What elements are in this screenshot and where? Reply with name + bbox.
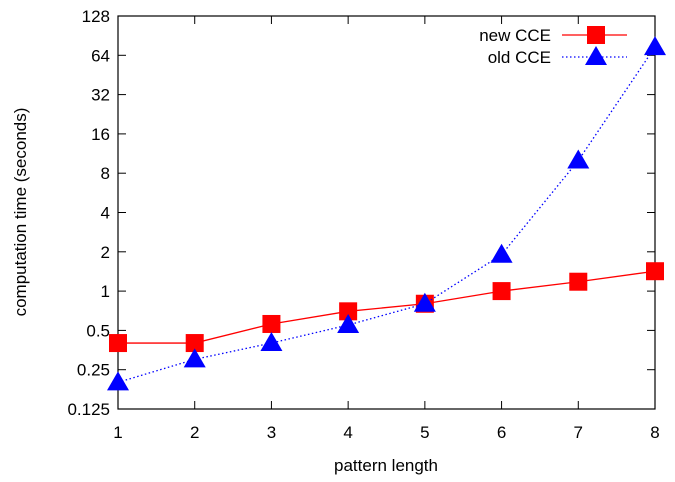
x-tick-label: 8 (650, 423, 659, 442)
data-point (644, 36, 666, 56)
x-tick-label: 2 (190, 423, 199, 442)
data-point (337, 313, 360, 333)
series-square (109, 262, 664, 353)
x-tick-label: 1 (113, 423, 122, 442)
y-tick-label: 16 (91, 125, 110, 144)
y-axis-title: computation time (seconds) (11, 108, 30, 317)
x-tick-label: 7 (574, 423, 583, 442)
data-point (413, 292, 436, 312)
y-tick-label: 32 (91, 86, 110, 105)
y-tick-label: 128 (82, 7, 110, 26)
y-tick-label: 2 (101, 243, 110, 262)
legend-marker (587, 26, 605, 44)
series-line (117, 46, 656, 383)
y-axis-ticks: 0.125 0.25 0.5 1 2 4 8 16 32 64 128 (67, 7, 655, 419)
y-tick-label: 4 (101, 204, 110, 223)
series-triangle (107, 36, 666, 391)
data-point (339, 302, 358, 321)
y-tick-label: 8 (101, 164, 110, 183)
legend-label: old CCE (488, 48, 551, 67)
y-tick-label: 64 (91, 46, 110, 65)
legend-label: new CCE (479, 26, 551, 45)
data-point (107, 371, 129, 391)
data-point (183, 348, 206, 368)
data-point (185, 334, 204, 353)
x-tick-label: 3 (267, 423, 276, 442)
x-tick-label: 4 (343, 423, 352, 442)
y-tick-label: 0.25 (77, 361, 110, 380)
y-tick-label: 0.125 (67, 400, 110, 419)
x-axis-title: pattern length (334, 456, 438, 475)
y-tick-label: 0.5 (86, 321, 110, 340)
data-point (262, 314, 281, 333)
x-axis-ticks: 1 2 3 4 5 6 7 8 (113, 16, 660, 442)
data-point (569, 272, 588, 291)
x-tick-label: 6 (497, 423, 506, 442)
data-point (260, 332, 283, 352)
x-tick-label: 5 (420, 423, 429, 442)
legend-marker (585, 46, 607, 65)
data-point (492, 282, 511, 301)
series-layer (107, 36, 666, 391)
series-line (118, 270, 656, 344)
data-point (109, 334, 127, 353)
legend: new CCE old CCE (479, 26, 627, 67)
data-point (646, 262, 664, 281)
y-tick-label: 1 (101, 282, 110, 301)
data-point (567, 149, 590, 169)
data-point (490, 243, 513, 263)
